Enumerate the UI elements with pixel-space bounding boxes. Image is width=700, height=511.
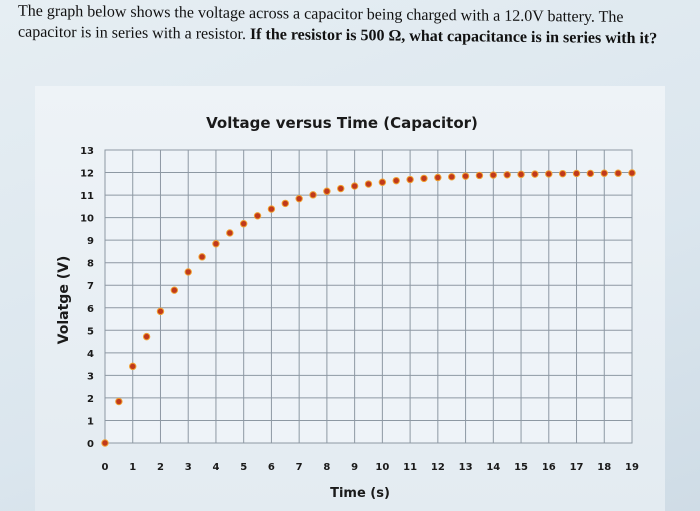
data-point (434, 173, 442, 182)
x-tick-label: 1 (129, 462, 136, 473)
chart-title: Voltage versus Time (Capacitor) (206, 114, 478, 132)
x-tick-label: 14 (486, 462, 500, 473)
data-point (392, 176, 400, 185)
y-tick-label: 11 (80, 191, 94, 202)
data-point (267, 205, 276, 213)
data-point (448, 173, 456, 181)
data-point (600, 169, 608, 177)
x-tick-label: 15 (514, 462, 528, 473)
y-axis-label: Volatge (V) (56, 256, 72, 345)
data-point (461, 172, 470, 180)
data-point (545, 170, 553, 178)
y-tick-label: 8 (87, 259, 94, 270)
data-point (156, 307, 165, 316)
y-tick-label: 4 (87, 349, 94, 360)
data-point (101, 439, 109, 447)
x-tick-label: 10 (375, 462, 389, 473)
data-point (184, 268, 192, 276)
y-tick-label: 5 (87, 326, 94, 337)
data-point (489, 171, 498, 179)
x-tick-label: 11 (403, 462, 417, 473)
y-tick-label: 1 (87, 416, 94, 427)
data-point (378, 178, 387, 186)
data-point (115, 397, 123, 406)
data-point (364, 180, 373, 188)
data-point (295, 194, 303, 203)
x-tick-label: 4 (212, 462, 219, 473)
data-point (350, 182, 359, 190)
data-point (572, 169, 581, 178)
x-tick-label: 9 (351, 462, 358, 473)
y-tick-label: 9 (87, 236, 94, 247)
x-tick-label: 17 (570, 462, 584, 473)
x-tick-label: 16 (542, 462, 556, 473)
y-tick-label: 3 (87, 371, 94, 382)
data-point (253, 212, 262, 220)
y-tick-label: 2 (87, 394, 94, 405)
data-point (239, 220, 248, 228)
x-tick-label: 6 (268, 462, 275, 473)
data-point (309, 191, 317, 199)
data-point (129, 362, 137, 371)
data-point (170, 286, 179, 294)
data-point (586, 169, 595, 178)
y-tick-label: 13 (80, 146, 94, 157)
x-tick-label: 7 (296, 462, 303, 473)
data-point (614, 169, 622, 177)
x-tick-label: 0 (102, 462, 109, 473)
data-point (142, 332, 151, 341)
data-point (323, 187, 331, 195)
y-tick-label: 10 (80, 214, 94, 225)
data-point (475, 171, 484, 180)
data-point (226, 229, 234, 237)
x-tick-label: 13 (459, 462, 473, 473)
data-point (281, 199, 289, 208)
data-point (531, 170, 539, 178)
y-tick-label: 7 (87, 281, 94, 292)
plot-area (104, 149, 633, 444)
data-point (212, 240, 220, 248)
x-tick-label: 12 (431, 462, 445, 473)
x-axis-label: Time (s) (330, 486, 390, 501)
data-point (198, 253, 206, 261)
data-point (517, 170, 525, 179)
x-tick-label: 8 (323, 462, 330, 473)
data-point (406, 175, 414, 184)
x-tick-label: 5 (240, 462, 247, 473)
y-tick-label: 0 (87, 439, 94, 450)
data-point (628, 169, 636, 177)
y-tick-label: 6 (87, 304, 94, 315)
grid (104, 149, 633, 444)
x-tick-label: 19 (625, 462, 639, 473)
x-tick-label: 2 (157, 462, 164, 473)
data-point (337, 184, 345, 193)
x-tick-label: 18 (597, 462, 611, 473)
data-point (503, 171, 511, 179)
y-tick-label: 12 (80, 169, 94, 180)
data-point (420, 174, 428, 183)
x-tick-label: 3 (185, 462, 192, 473)
data-point (558, 169, 567, 178)
